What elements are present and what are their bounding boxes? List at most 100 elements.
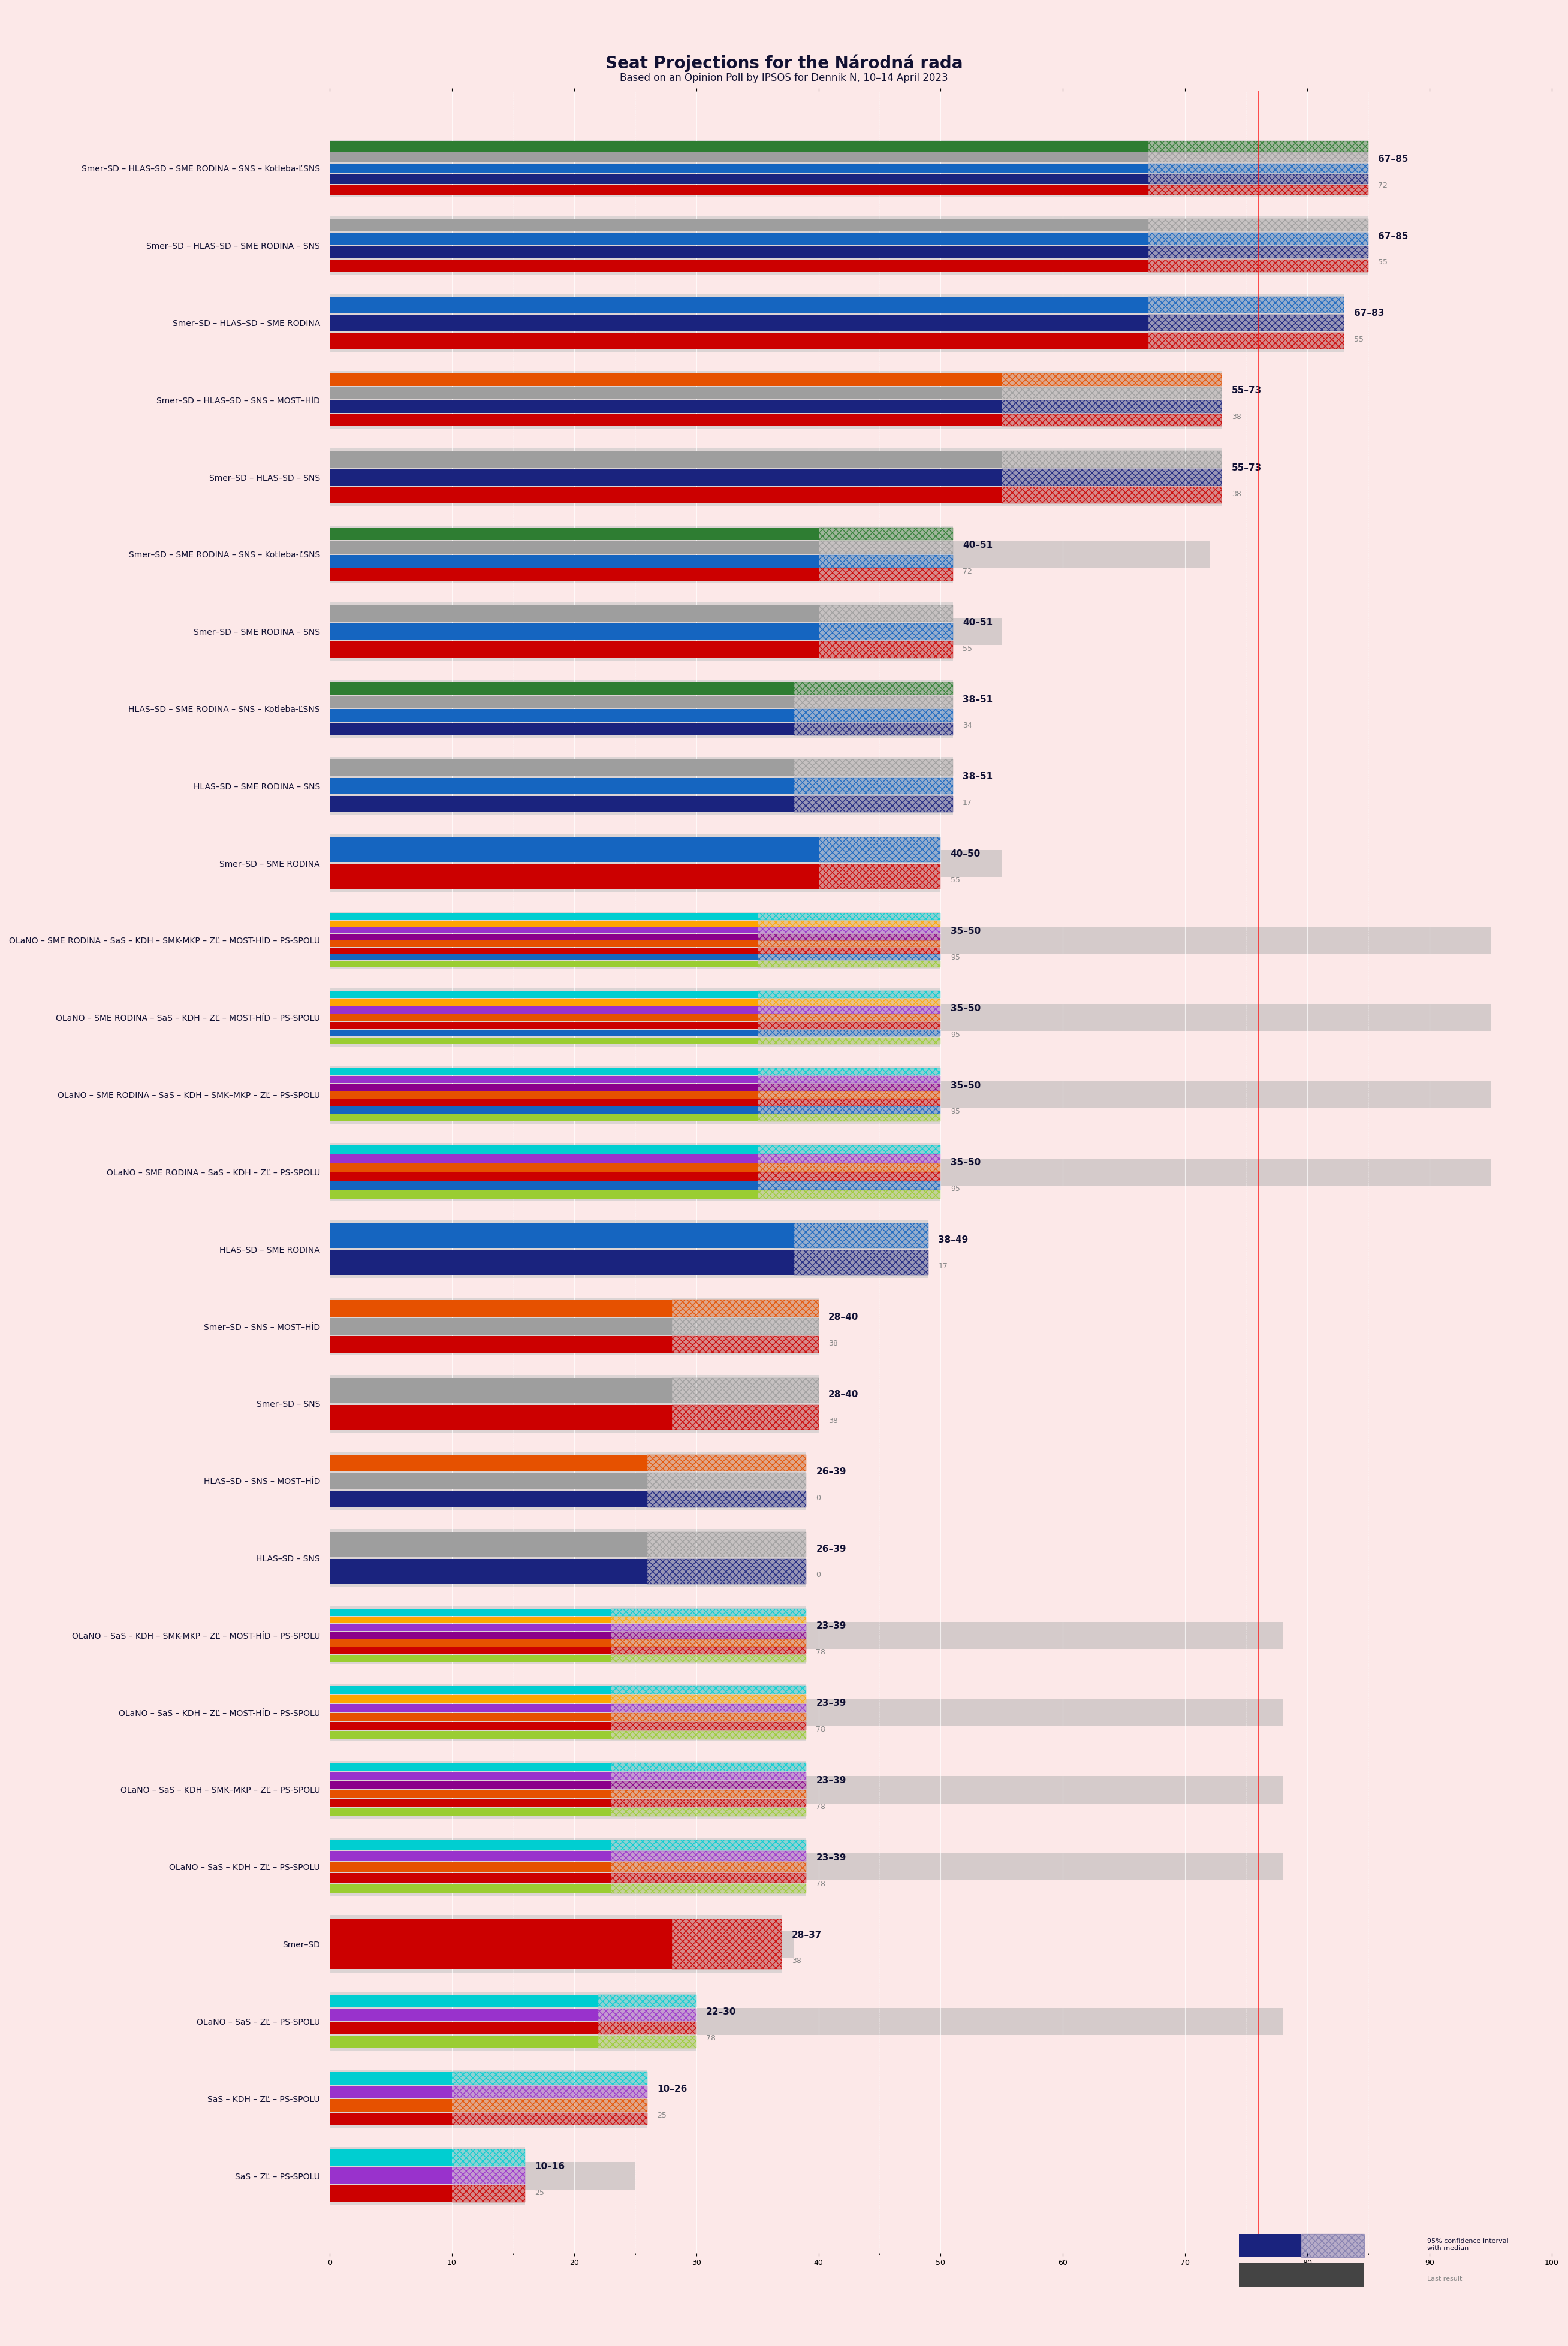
Bar <box>329 1684 806 1741</box>
Bar <box>329 2168 452 2184</box>
Bar <box>757 1067 941 1074</box>
Bar <box>1148 314 1344 331</box>
Bar <box>1148 246 1369 258</box>
Bar <box>329 927 757 934</box>
Bar <box>757 1114 941 1121</box>
Bar <box>671 1405 818 1429</box>
Bar <box>329 1790 610 1799</box>
Text: 26–39: 26–39 <box>815 1544 847 1553</box>
Text: 67–83: 67–83 <box>1353 310 1385 319</box>
Bar <box>793 697 953 708</box>
Bar <box>757 1077 941 1084</box>
Bar <box>329 556 818 568</box>
Bar <box>329 1884 610 1893</box>
Bar <box>757 1182 941 1189</box>
Bar <box>757 1006 941 1013</box>
Bar <box>806 1853 1283 1881</box>
Bar <box>757 920 941 927</box>
Bar <box>793 708 953 723</box>
Bar <box>329 1837 806 1896</box>
Bar <box>329 1473 648 1490</box>
Bar <box>329 1623 610 1630</box>
Bar <box>610 1781 806 1790</box>
Bar <box>793 683 953 694</box>
Bar <box>329 2072 452 2086</box>
Bar <box>329 1030 757 1037</box>
Text: 72: 72 <box>1378 181 1388 190</box>
Bar <box>671 1318 818 1335</box>
Bar <box>599 2008 696 2020</box>
Bar <box>757 999 941 1006</box>
Bar <box>648 1455 806 1471</box>
Bar <box>329 413 1002 427</box>
Bar <box>329 2100 452 2111</box>
Bar <box>610 1713 806 1722</box>
Text: 40–50: 40–50 <box>950 849 980 859</box>
Bar <box>329 1455 648 1471</box>
Bar <box>757 1173 941 1180</box>
Text: 23–39: 23–39 <box>815 1621 847 1630</box>
Bar <box>452 2114 648 2125</box>
Bar <box>329 640 818 657</box>
Bar <box>1148 314 1344 331</box>
Bar <box>671 1405 818 1429</box>
Bar <box>648 1490 806 1506</box>
Bar <box>329 164 1148 174</box>
Bar <box>648 1532 806 1558</box>
Bar <box>329 1532 648 1558</box>
Text: 67–85: 67–85 <box>1378 155 1408 164</box>
Bar <box>329 1872 610 1884</box>
Text: 40–51: 40–51 <box>963 540 993 549</box>
Bar <box>452 2086 648 2097</box>
Bar <box>599 1994 696 2008</box>
Bar <box>329 1067 757 1074</box>
Bar <box>1148 185 1369 195</box>
Bar <box>610 1633 806 1640</box>
Bar <box>757 1077 941 1084</box>
Bar <box>757 1189 941 1199</box>
Text: 17: 17 <box>963 800 972 807</box>
Bar <box>329 138 1369 197</box>
Bar <box>329 624 818 640</box>
Bar <box>1002 488 1221 504</box>
Bar <box>329 373 1002 385</box>
Bar <box>757 1030 941 1037</box>
Bar <box>329 1781 610 1790</box>
Bar <box>329 1452 806 1511</box>
Bar <box>329 296 1148 312</box>
Bar <box>329 232 1148 244</box>
Bar <box>329 1703 610 1713</box>
Bar <box>941 849 1002 877</box>
Bar <box>610 1640 806 1647</box>
Bar <box>329 697 793 708</box>
Bar <box>757 913 941 920</box>
Bar <box>953 617 1002 645</box>
Bar <box>610 1687 806 1694</box>
Bar <box>329 723 793 734</box>
Bar <box>329 185 1148 195</box>
Bar <box>818 838 941 861</box>
Bar <box>610 1609 806 1616</box>
Bar <box>941 1082 1491 1107</box>
Bar <box>329 2036 599 2048</box>
Bar <box>329 962 757 967</box>
Bar <box>757 1154 941 1164</box>
Text: 35–50: 35–50 <box>950 927 980 936</box>
Bar <box>329 1607 806 1663</box>
Bar <box>793 779 953 795</box>
Bar <box>671 1337 818 1354</box>
Text: 78: 78 <box>815 1649 826 1656</box>
Bar <box>610 1790 806 1799</box>
Bar <box>329 1687 610 1694</box>
Bar <box>1148 218 1369 232</box>
Text: 78: 78 <box>815 1727 826 1734</box>
Bar <box>806 1776 1283 1804</box>
Bar <box>610 1771 806 1781</box>
Bar <box>793 723 953 734</box>
Bar <box>452 2072 648 2086</box>
Bar <box>610 1633 806 1640</box>
Bar <box>329 955 757 960</box>
Bar <box>818 838 941 861</box>
Bar <box>671 1377 818 1403</box>
Bar <box>329 683 793 694</box>
